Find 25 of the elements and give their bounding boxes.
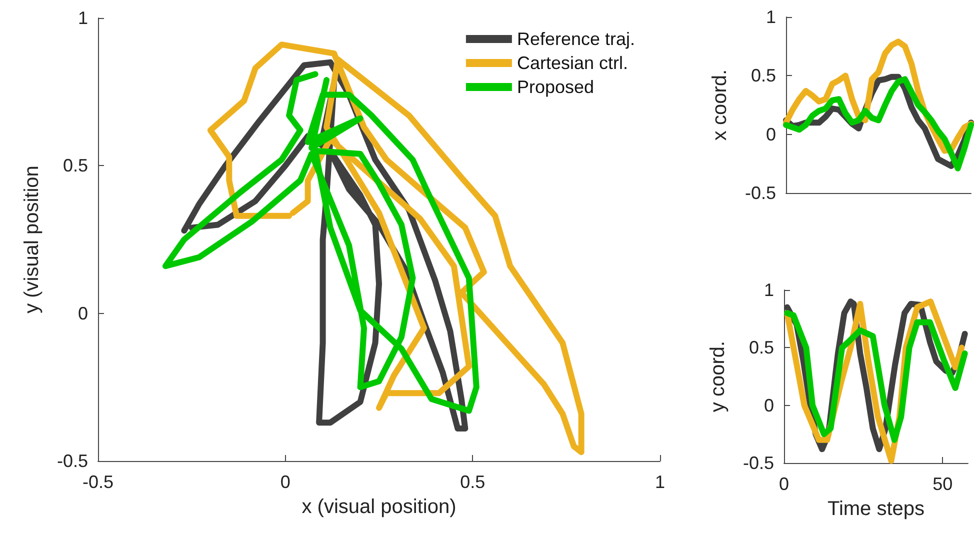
y-tick-label: 1: [766, 7, 776, 27]
legend-label: Cartesian ctrl.: [516, 53, 628, 73]
y-tick-label: 1: [764, 280, 774, 300]
y-tick-label: 0: [78, 303, 88, 324]
x-axis-title: x (visual position): [302, 496, 456, 518]
y-tick-label: -0.5: [744, 183, 776, 203]
y-tick-label: 0: [766, 124, 776, 144]
x-tick-label: 0: [280, 472, 290, 492]
y-axis-title: x coord.: [709, 69, 731, 141]
x-axis-title: Time steps: [827, 498, 925, 520]
legend-label: Reference traj.: [516, 29, 636, 49]
y-tick-label: 0.5: [748, 338, 774, 358]
y-tick-label: 0: [764, 395, 774, 416]
y-tick-label: -0.5: [742, 453, 774, 473]
x-tick-label: 1: [654, 472, 666, 492]
y-axis-title: y (visual position: [21, 166, 43, 314]
legend-label: Proposed: [516, 77, 594, 97]
y-axis-title: y coord.: [707, 340, 729, 412]
x-tick-label: 0.5: [460, 472, 486, 492]
x-tick-label: 50: [932, 474, 953, 494]
y-tick-label: 1: [78, 8, 88, 28]
y-tick-label: 0.5: [750, 66, 776, 86]
y-tick-label: -0.5: [56, 451, 88, 471]
y-tick-label: 0.5: [62, 156, 88, 176]
x-tick-label: 0: [778, 474, 790, 494]
